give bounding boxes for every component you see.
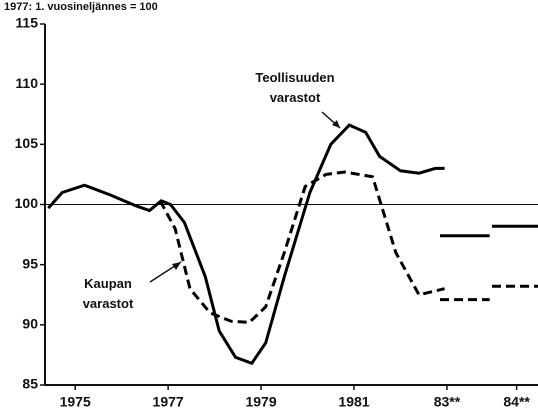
y-tick-label: 100 bbox=[15, 195, 39, 211]
y-tick-label: 110 bbox=[15, 75, 38, 91]
series-annotation: Kaupan varastot bbox=[82, 276, 134, 311]
y-tick-label: 115 bbox=[15, 15, 38, 31]
series-line bbox=[440, 224, 538, 238]
x-tick-label: 1981 bbox=[338, 394, 369, 410]
y-tick-label: 95 bbox=[22, 255, 38, 271]
series-annotation: Teollisuuden varastot bbox=[255, 70, 335, 105]
series-line bbox=[158, 170, 445, 324]
y-tick-label: 90 bbox=[22, 316, 38, 332]
x-tick-label: 84** bbox=[503, 394, 530, 410]
arrow-head bbox=[172, 262, 181, 270]
y-tick-label: 85 bbox=[22, 376, 38, 392]
series-line bbox=[47, 123, 445, 366]
x-tick-label: 1977 bbox=[153, 394, 184, 410]
arrow-head bbox=[332, 120, 340, 128]
x-tick-label: 1979 bbox=[245, 394, 276, 410]
y-tick-label: 105 bbox=[15, 135, 39, 151]
x-tick-label: 1975 bbox=[60, 394, 91, 410]
chart-title: 1977: 1. vuosineljännes = 100 bbox=[4, 1, 158, 13]
series-line bbox=[440, 284, 538, 302]
x-tick-label: 83** bbox=[434, 394, 461, 410]
